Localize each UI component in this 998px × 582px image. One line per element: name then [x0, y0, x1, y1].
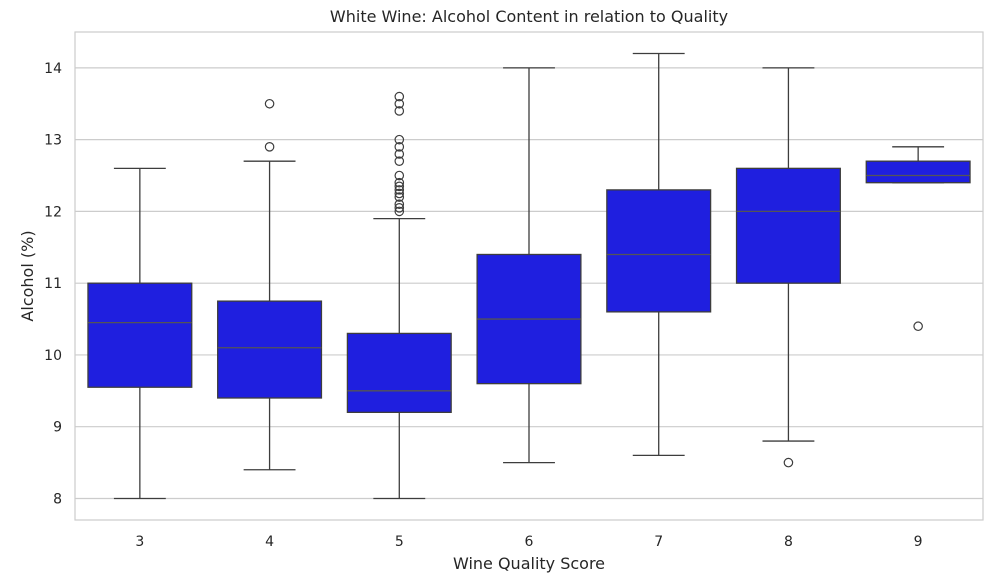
- outlier-point: [394, 106, 405, 116]
- y-axis-ticks: 8 9 10 11 12 13 14: [44, 61, 62, 508]
- outlier-point: [394, 98, 405, 109]
- outlier-point: [394, 170, 405, 181]
- x-tick-label: 8: [784, 534, 793, 550]
- outlier-point: [394, 185, 405, 195]
- x-axis-title: Wine Quality Score: [453, 554, 605, 573]
- iqr-box: [606, 189, 712, 313]
- x-tick-label: 7: [654, 534, 663, 550]
- outlier-point: [394, 192, 405, 202]
- outlier-point: [394, 177, 405, 188]
- outlier-point: [394, 156, 405, 166]
- y-tick-label: 12: [44, 204, 62, 220]
- box-9: [865, 146, 971, 332]
- chart-title: White Wine: Alcohol Content in relation …: [330, 7, 728, 26]
- box-6: [476, 67, 582, 464]
- outlier-point: [913, 321, 923, 332]
- box-series: [87, 52, 971, 500]
- box-3: [87, 167, 193, 500]
- outlier-point: [783, 457, 794, 468]
- outlier-point: [394, 91, 405, 102]
- box-7: [606, 52, 712, 457]
- outlier-point: [394, 134, 405, 145]
- y-tick-label: 10: [44, 348, 62, 364]
- x-tick-label: 4: [265, 534, 274, 550]
- outlier-point: [394, 142, 405, 152]
- y-tick-label: 9: [53, 420, 62, 436]
- iqr-box: [87, 282, 193, 388]
- iqr-box: [346, 332, 452, 414]
- outlier-point: [394, 149, 405, 159]
- iqr-box: [865, 160, 971, 184]
- x-tick-label: 5: [395, 534, 404, 550]
- outlier-point: [394, 181, 405, 192]
- y-tick-label: 11: [44, 276, 62, 292]
- iqr-box: [735, 167, 841, 284]
- y-tick-label: 13: [44, 133, 62, 149]
- outlier-point: [394, 188, 405, 199]
- plot-frame: [74, 31, 984, 521]
- outlier-point: [394, 199, 405, 210]
- box-4: [217, 98, 323, 471]
- x-tick-label: 3: [135, 534, 144, 550]
- outlier-point: [264, 98, 275, 109]
- outlier-point: [394, 203, 405, 213]
- outlier-point: [394, 206, 405, 217]
- x-axis-ticks: 3 4 5 6 7 8 9: [135, 534, 922, 550]
- box-8: [735, 67, 841, 468]
- y-tick-label: 14: [44, 61, 62, 77]
- outlier-point: [264, 142, 275, 152]
- x-tick-label: 9: [914, 534, 923, 550]
- x-tick-label: 6: [525, 534, 534, 550]
- iqr-box: [217, 300, 323, 399]
- y-tick-label: 8: [53, 491, 62, 507]
- y-axis-title: Alcohol (%): [18, 230, 37, 321]
- box-5: [346, 91, 452, 500]
